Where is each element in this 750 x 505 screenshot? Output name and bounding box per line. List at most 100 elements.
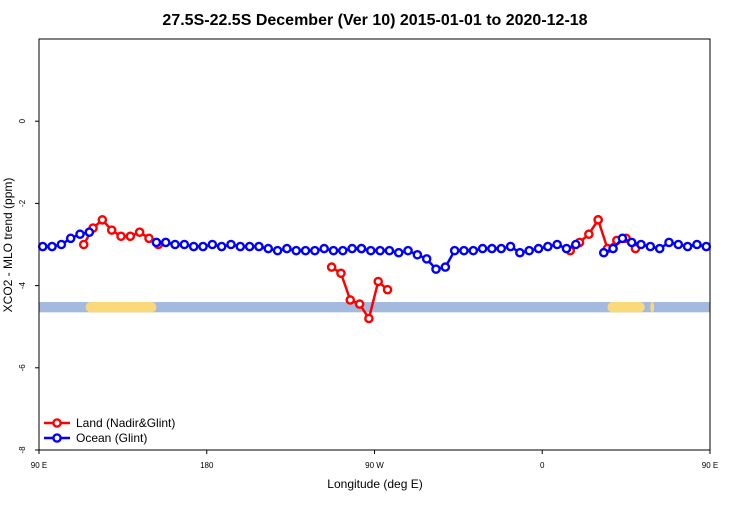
data-point xyxy=(328,245,339,256)
data-point xyxy=(282,243,292,254)
y-axis-label: XCO2 - MLO trend (ppm) xyxy=(1,178,15,313)
data-point xyxy=(319,243,329,254)
legend-marker xyxy=(52,418,62,428)
data-point xyxy=(354,299,365,309)
data-point xyxy=(459,245,469,256)
data-point xyxy=(375,245,385,256)
data-point xyxy=(235,241,246,252)
data-point xyxy=(160,237,171,248)
data-point xyxy=(477,243,488,254)
data-point xyxy=(244,241,255,252)
data-point xyxy=(326,262,337,272)
data-point xyxy=(584,229,594,240)
data-point xyxy=(543,241,553,252)
data-point xyxy=(300,245,311,256)
data-point xyxy=(336,268,346,279)
data-point xyxy=(198,241,208,252)
data-point xyxy=(97,215,108,225)
data-point xyxy=(440,262,451,272)
x-axis-label: Longitude (deg E) xyxy=(327,477,422,491)
legend-marker xyxy=(52,433,62,443)
y-tick-label: 0 xyxy=(18,118,27,123)
data-point xyxy=(449,245,460,256)
data-point xyxy=(151,237,162,248)
data-point xyxy=(524,245,535,256)
ocean-strip xyxy=(39,302,710,313)
y-tick-label: -4 xyxy=(18,281,27,289)
data-point xyxy=(347,243,357,254)
legend-label: Ocean (Glint) xyxy=(76,431,147,445)
y-tick-label: -8 xyxy=(18,446,27,454)
data-point xyxy=(116,231,126,242)
data-point xyxy=(382,284,393,295)
y-tick-label: -6 xyxy=(18,364,27,372)
x-tick-label: 90 W xyxy=(365,461,384,470)
data-point xyxy=(338,245,348,256)
x-axis-ticks: 90 E 180 90 W 0 90 E xyxy=(31,450,718,470)
data-point xyxy=(384,245,395,256)
data-point xyxy=(608,243,618,254)
land-ocean-strip xyxy=(39,302,710,313)
data-point xyxy=(626,237,637,248)
data-point xyxy=(701,241,712,252)
data-point xyxy=(84,227,95,237)
data-point xyxy=(207,239,218,250)
x-tick-label: 0 xyxy=(540,461,545,470)
y-axis-ticks: 0 -2 -4 -6 -8 xyxy=(18,118,39,454)
data-point xyxy=(496,243,507,254)
data-point xyxy=(431,264,441,274)
x-tick-label: 90 E xyxy=(702,461,718,470)
data-point xyxy=(645,241,656,252)
land-strip-segment xyxy=(607,302,645,313)
data-point xyxy=(106,225,117,235)
data-point xyxy=(654,243,665,254)
data-point xyxy=(78,239,89,250)
data-point xyxy=(505,241,516,252)
data-point xyxy=(188,241,199,252)
data-point xyxy=(412,249,423,260)
data-point xyxy=(617,233,628,244)
data-point xyxy=(216,241,227,252)
data-point xyxy=(291,245,302,256)
land-strip-segment xyxy=(650,302,655,313)
land-strip-segment xyxy=(85,302,157,313)
y-tick-label: -2 xyxy=(18,199,27,207)
data-point xyxy=(468,245,479,256)
data-point xyxy=(272,245,283,256)
data-point xyxy=(47,241,57,252)
data-point xyxy=(571,239,581,250)
data-point xyxy=(364,313,374,324)
data-point xyxy=(373,276,384,287)
data-point xyxy=(75,229,85,240)
data-point xyxy=(393,247,404,258)
data-point xyxy=(487,243,497,254)
data-point xyxy=(226,239,236,250)
data-point xyxy=(664,237,674,248)
data-point xyxy=(421,254,432,264)
data-point xyxy=(515,247,525,258)
data-point xyxy=(552,239,562,250)
chart-title: 27.5S-22.5S December (Ver 10) 2015-01-01… xyxy=(162,12,587,29)
legend-label: Land (Nadir&Glint) xyxy=(76,416,175,430)
data-point xyxy=(144,233,154,244)
data-point xyxy=(682,241,693,252)
x-tick-label: 180 xyxy=(200,461,214,470)
data-point xyxy=(170,239,180,250)
data-point xyxy=(403,245,413,256)
data-point xyxy=(692,239,702,250)
data-point xyxy=(365,245,376,256)
data-point xyxy=(673,239,684,250)
series-layer xyxy=(37,215,712,324)
data-point xyxy=(310,245,320,256)
data-point xyxy=(179,239,190,250)
data-point xyxy=(134,227,145,237)
data-point xyxy=(345,295,356,305)
x-tick-label: 90 E xyxy=(31,461,47,470)
data-point xyxy=(56,239,67,250)
data-point xyxy=(598,247,609,258)
data-point xyxy=(37,241,48,252)
data-point xyxy=(533,243,544,254)
data-point xyxy=(254,241,264,252)
